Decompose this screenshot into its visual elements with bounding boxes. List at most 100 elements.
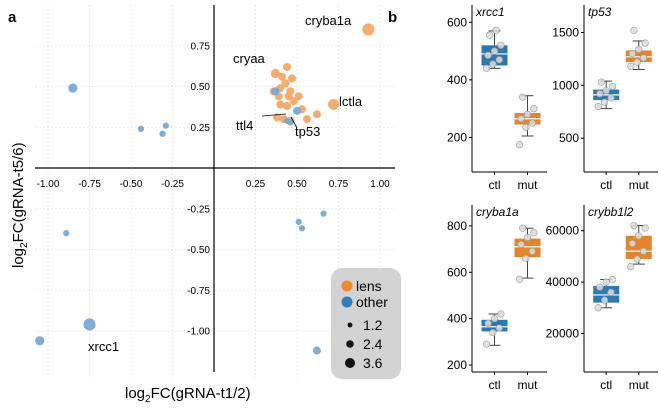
box-category-label: ctl [600, 178, 612, 192]
annot-ttl4: ttl4 [236, 118, 253, 133]
box-data-point [484, 51, 492, 59]
annot-xrcc1: xrcc1 [88, 339, 119, 354]
legend-size-marker-3 [345, 358, 355, 368]
x-tick-label: 0.75 [329, 179, 349, 190]
box-body [481, 319, 508, 332]
x-axis-title-sub: 2 [145, 394, 151, 405]
scatter-point-other [298, 225, 306, 232]
scatter-point-other [159, 130, 166, 137]
box-category-label: mut [629, 178, 650, 192]
box-data-point [489, 60, 497, 68]
legend-size-marker-1 [347, 322, 353, 328]
annotation-lines [261, 113, 298, 129]
box-data-point [489, 328, 497, 337]
box-data-point [522, 123, 530, 131]
scatter-point-other [35, 336, 45, 346]
y-tick-label: 0.25 [191, 123, 211, 134]
annot-cryba1a: cryba1a [305, 13, 352, 28]
legend-label-other: other [356, 294, 388, 310]
box-data-point [517, 115, 525, 123]
box-y-tick-label: 1500 [552, 25, 579, 39]
x-tick-label: -0.25 [161, 179, 184, 190]
scatter-point-other [292, 106, 302, 115]
box-panel-cryba1a: cryba1a 200 400 600 800 ctl mut [447, 205, 547, 392]
box-panels: xrcc1 200 400 600 ctl mut tp53 500 1000 1500 ctl mu… [447, 5, 658, 392]
scatter-point-lens [302, 115, 311, 124]
box-data-point [639, 54, 648, 62]
legend-size-label-1: 1.2 [363, 317, 383, 333]
box-data-point [600, 296, 609, 304]
box-data-point [519, 93, 527, 101]
box-panel-crybb1l2: crybb1l2 20000 40000 60000 ctl mut [546, 205, 658, 392]
box-y-tick-label: 20000 [546, 326, 580, 340]
y-axis-title: log2FC(gRNA-t5/6) [10, 142, 30, 268]
scatter-point-other [320, 210, 327, 217]
box-data-point [627, 263, 635, 271]
box-data-point [523, 110, 532, 119]
box-data-point [594, 102, 602, 111]
box-data-point [608, 82, 617, 90]
legend-background [331, 268, 401, 379]
box-data-point [484, 319, 492, 327]
x-tick-label: 0.50 [287, 179, 307, 190]
scatter-point-lens [276, 100, 285, 109]
x-tick-label: -0.75 [78, 179, 101, 190]
legend-size-label-2: 2.4 [363, 336, 383, 352]
y-axis-title-rest: FC(gRNA-t5/6) [10, 142, 27, 242]
x-tick-label: 1.00 [370, 179, 390, 190]
box-data-point [528, 247, 536, 255]
annot-cryaa: cryaa [233, 51, 266, 66]
scatter-point-other [312, 346, 321, 355]
box-data-point [628, 50, 636, 58]
legend-size-marker-2 [346, 340, 354, 348]
box-y-tick-label: 60000 [546, 224, 580, 238]
scatter-point-lens [283, 62, 292, 71]
box-y-tick-label: 40000 [546, 275, 580, 289]
y-tick-label: 0.75 [191, 41, 211, 52]
box-panel-title: cryba1a [476, 205, 519, 219]
y-tick-label: 0.50 [191, 82, 211, 93]
box-data-point [517, 240, 525, 249]
scatter-legend: lens other 1.2 2.4 3.6 [331, 268, 401, 379]
scatter-point-lens [312, 110, 321, 119]
scatter-axes [35, 5, 395, 372]
scatter-point-lens [294, 92, 303, 101]
x-tick-label: -0.50 [120, 179, 143, 190]
box-data-point [600, 98, 609, 106]
scatter-point-other [83, 318, 96, 331]
panel-a-label: a [8, 9, 17, 26]
box-data-point [602, 278, 610, 286]
scatter-point-lens [362, 23, 375, 36]
box-data-point [482, 64, 491, 72]
box-data-point [630, 26, 638, 34]
box-data-point [594, 304, 602, 312]
box-y-tick-label: 800 [447, 219, 467, 233]
box-data-point [490, 315, 499, 323]
box-panel-title: crybb1l2 [588, 205, 634, 219]
box-data-point [515, 275, 524, 283]
box-y-tick-label: 600 [447, 15, 467, 29]
box-y-tick-label: 1000 [552, 78, 579, 92]
y-tick-label: -0.75 [187, 286, 210, 297]
scatter-point-other [162, 122, 170, 129]
x-axis-title: log2FC(gRNA-t1/2) [125, 385, 251, 405]
box-data-point [641, 224, 649, 232]
y-tick-label: -0.50 [187, 245, 210, 256]
box-data-point [596, 283, 604, 291]
box-data-point [633, 255, 641, 263]
box-panel-xrcc1: xrcc1 200 400 600 ctl mut [447, 5, 547, 192]
box-data-point [495, 56, 503, 64]
scatter-points [35, 23, 375, 355]
scatter-point-lens [270, 68, 281, 79]
box-data-point [522, 254, 530, 262]
box-data-point [641, 39, 649, 47]
box-y-tick-label: 400 [447, 73, 467, 87]
box-data-point [519, 224, 527, 232]
scatter-grid [35, 5, 395, 378]
x-tick-label: 0.25 [246, 179, 266, 190]
scatter-point-lens [281, 79, 290, 88]
scatter-point-lens [328, 98, 339, 110]
scatter-point-lens [289, 97, 298, 106]
y-axis-title-main: log [10, 248, 27, 268]
